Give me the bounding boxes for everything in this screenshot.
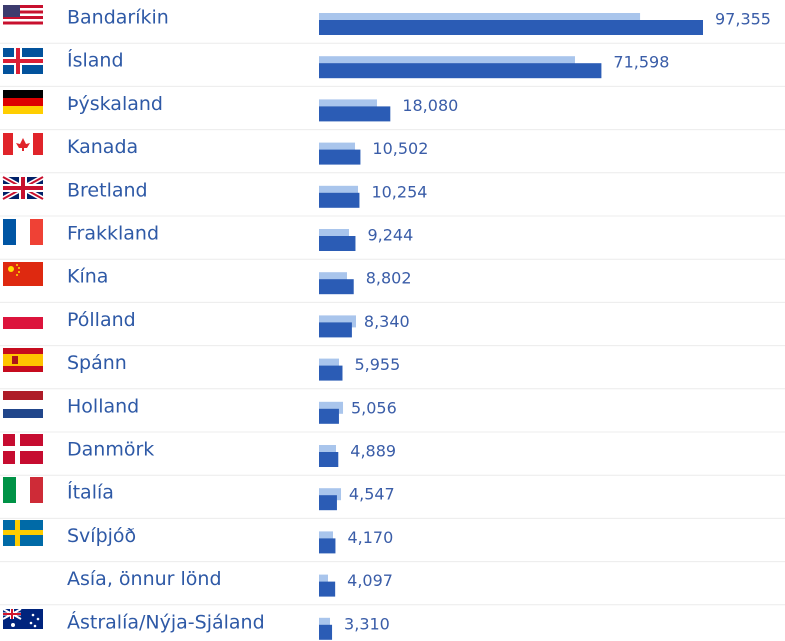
- value-label: 3,310: [344, 614, 390, 633]
- category-label: Spánn: [67, 352, 127, 374]
- category-label: Ísland: [67, 49, 124, 72]
- category-label: Kanada: [67, 136, 138, 158]
- category-label: Frakkland: [67, 223, 159, 245]
- bar: [319, 279, 354, 295]
- value-label: 18,080: [402, 96, 458, 115]
- value-label: 5,056: [351, 398, 397, 417]
- category-label: Holland: [67, 395, 139, 417]
- bar: [319, 574, 328, 587]
- bar: [319, 20, 703, 35]
- flag: [3, 305, 43, 329]
- category-label: Bretland: [67, 179, 148, 201]
- flag: [3, 520, 43, 546]
- flag: [2, 608, 43, 629]
- bar: [319, 56, 575, 69]
- bar: [319, 322, 352, 338]
- flag: [3, 5, 43, 27]
- bar: [319, 192, 360, 208]
- value-label: 4,097: [347, 571, 393, 590]
- flag: [3, 477, 43, 503]
- flag: [3, 133, 43, 155]
- bar: [319, 106, 391, 122]
- bar: [319, 149, 361, 165]
- flag: [3, 434, 43, 464]
- flag: [3, 48, 43, 74]
- bar: [319, 581, 336, 597]
- value-label: 10,502: [372, 139, 428, 158]
- value-label: 97,355: [715, 10, 771, 29]
- flags: [1, 5, 45, 629]
- category-label: Ástralía/Nýja-Sjáland: [67, 610, 265, 633]
- bar: [319, 63, 602, 79]
- flag: [3, 391, 43, 418]
- category-label: Danmörk: [67, 439, 154, 461]
- value-label: 4,889: [350, 442, 396, 461]
- category-label: Asía, önnur lönd: [67, 568, 222, 590]
- bar: [319, 538, 336, 554]
- category-label: Þýskaland: [67, 93, 163, 115]
- value-label: 8,340: [364, 312, 410, 331]
- category-label: Pólland: [67, 309, 136, 331]
- bar: [319, 452, 339, 467]
- category-label: Svíþjóð: [67, 525, 136, 547]
- bar: [319, 624, 333, 640]
- flag: [3, 262, 43, 286]
- value-label: 5,955: [354, 355, 400, 374]
- category-label: Kína: [67, 266, 108, 288]
- flag: [3, 348, 43, 372]
- value-label: 4,547: [349, 485, 395, 504]
- flag: [3, 90, 43, 114]
- bar: [319, 236, 356, 251]
- value-label: 4,170: [347, 528, 393, 547]
- bar: [319, 495, 337, 511]
- flag: [1, 174, 45, 202]
- category-label: Bandaríkin: [67, 7, 169, 29]
- value-label: 8,802: [366, 269, 412, 288]
- value-label: 9,244: [367, 226, 413, 245]
- bar: [319, 408, 339, 424]
- flag: [3, 219, 43, 245]
- bar: [319, 365, 343, 381]
- bar: [319, 617, 331, 630]
- value-label: 10,254: [371, 182, 427, 201]
- value-label: 71,598: [613, 53, 669, 72]
- category-label: Ítalía: [67, 481, 114, 504]
